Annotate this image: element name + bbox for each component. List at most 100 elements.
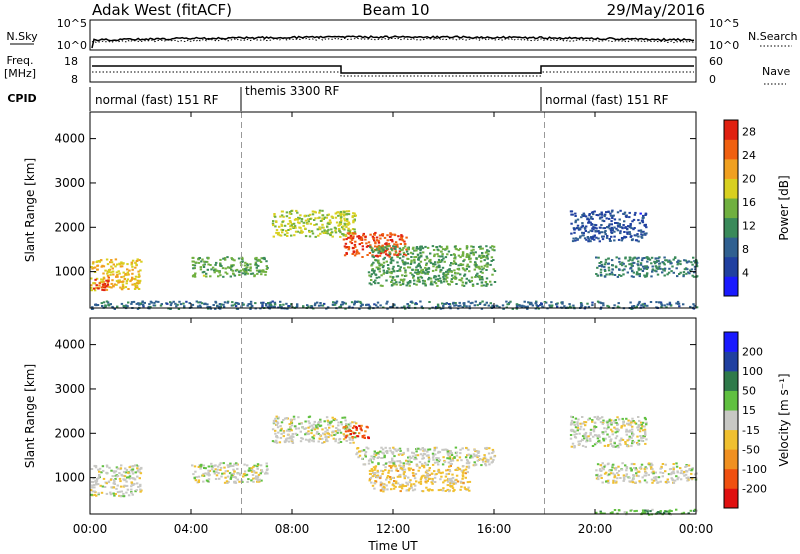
power-cell-r7	[632, 218, 636, 221]
power-cell-r8	[197, 301, 200, 304]
power-cell-r6	[597, 256, 600, 259]
velocity-cell-r6	[622, 474, 626, 477]
power-cell-r5	[468, 258, 471, 261]
velocity-cell-r5	[391, 483, 394, 486]
power-cell-r0	[135, 285, 139, 287]
velocity-cell-r7	[643, 430, 647, 433]
power-cell-r8	[286, 307, 289, 310]
power-cell-r6	[670, 270, 673, 273]
power-cbar-swatch-4	[724, 198, 738, 219]
velocity-cell-r1	[245, 473, 249, 476]
power-cell-r5	[431, 283, 434, 286]
power-cell-r8	[527, 301, 530, 304]
power-cell-r5	[444, 256, 448, 259]
velocity-cell-r0	[135, 489, 138, 492]
power-cell-r2	[192, 256, 195, 259]
velocity-cell-r4	[398, 447, 402, 450]
power-cell-r5	[448, 270, 451, 273]
velocity-cbar-swatch-8	[724, 332, 738, 352]
power-cell-r8	[568, 303, 571, 306]
velocity-cell-r7	[585, 435, 588, 438]
power-cell-r3	[343, 233, 346, 236]
power-cell-r2	[201, 258, 204, 261]
power-cell-r0	[137, 276, 140, 278]
velocity-cell-r2	[299, 440, 303, 443]
power-cell-r5	[389, 261, 393, 264]
power-cell-r7	[588, 214, 591, 217]
velocity-cell-r4	[374, 454, 378, 457]
power-cell-r5	[478, 254, 481, 257]
power-cell-r0	[126, 263, 129, 266]
power-cell-r0	[122, 275, 126, 278]
xtick-label-3: 12:00	[376, 522, 411, 536]
power-cell-r0	[120, 280, 123, 283]
velocity-cbar-swatch-0	[724, 488, 738, 509]
velocity-cell-r5	[428, 488, 431, 491]
power-cell-r6	[696, 275, 699, 278]
velocity-cell-r4	[423, 449, 426, 452]
power-cell-r2	[218, 271, 221, 274]
velocity-cell-r6	[631, 479, 634, 482]
power-cbar-tick-4: 20	[742, 173, 756, 186]
power-cell-r8	[332, 301, 335, 304]
velocity-cell-r7	[644, 433, 647, 436]
velocity-cell-r2	[307, 430, 310, 433]
power-cell-r6	[647, 258, 650, 260]
velocity-cell-r2	[271, 440, 275, 443]
power-cell-r5	[403, 267, 406, 270]
power-cell-r2	[241, 257, 244, 260]
power-cell-r7	[591, 211, 595, 214]
velocity-cell-r7	[577, 418, 580, 421]
power-cell-r6	[661, 271, 664, 274]
power-cell-r5	[486, 263, 490, 266]
power-cell-r5	[420, 276, 424, 279]
power-cell-r7	[610, 226, 614, 229]
velocity-cell-r4	[383, 454, 386, 457]
power-cell-r2	[194, 261, 198, 264]
velocity-cell-r7	[616, 424, 619, 426]
power-cell-r4	[359, 236, 362, 239]
power-cell-r8	[317, 304, 321, 307]
velocity-cell-r4	[417, 447, 420, 450]
power-cell-r6	[639, 262, 643, 265]
velocity-cell-r3	[345, 434, 348, 437]
power-cell-r8	[170, 302, 173, 305]
power-cell-r5	[485, 256, 488, 259]
power-cell-r7	[584, 215, 588, 218]
velocity-cell-r6	[654, 476, 657, 478]
velocity-cell-r4	[472, 453, 476, 456]
velocity-cell-r7	[610, 419, 613, 422]
velocity-cell-r0	[122, 495, 126, 498]
power-cell-r5	[371, 247, 374, 250]
power-cell-r0	[117, 281, 120, 284]
power-cell-r8	[344, 302, 347, 305]
power-cell-r3	[326, 225, 329, 228]
velocity-cell-r8	[659, 510, 662, 513]
velocity-cell-r5	[386, 488, 389, 491]
velocity-cell-r5	[449, 485, 453, 488]
velocity-cell-r7	[631, 428, 634, 431]
velocity-cell-r5	[454, 469, 457, 471]
power-cell-r8	[267, 302, 270, 304]
power-cbar-label: Power [dB]	[777, 175, 791, 240]
power-cell-r5	[404, 271, 407, 274]
power-cell-r3	[328, 219, 332, 222]
power-cell-r6	[613, 274, 617, 276]
power-cell-r5	[370, 273, 374, 276]
velocity-cell-r4	[488, 463, 491, 466]
velocity-cell-r6	[672, 470, 675, 473]
power-cell-r5	[466, 253, 469, 256]
power-cell-r4	[352, 247, 355, 249]
power-cell-r3	[339, 214, 342, 217]
power-cell-r8	[290, 303, 293, 306]
power-cell-r5	[459, 263, 462, 266]
power-cell-r0	[110, 271, 113, 274]
velocity-cell-r7	[592, 435, 595, 438]
power-cell-r6	[637, 260, 640, 263]
velocity-cell-r0	[124, 467, 127, 470]
power-cell-r5	[444, 247, 448, 250]
velocity-cell-r5	[439, 478, 442, 481]
power-cell-r2	[217, 270, 221, 273]
velocity-cell-r5	[428, 477, 432, 480]
power-cell-r5	[381, 284, 384, 287]
